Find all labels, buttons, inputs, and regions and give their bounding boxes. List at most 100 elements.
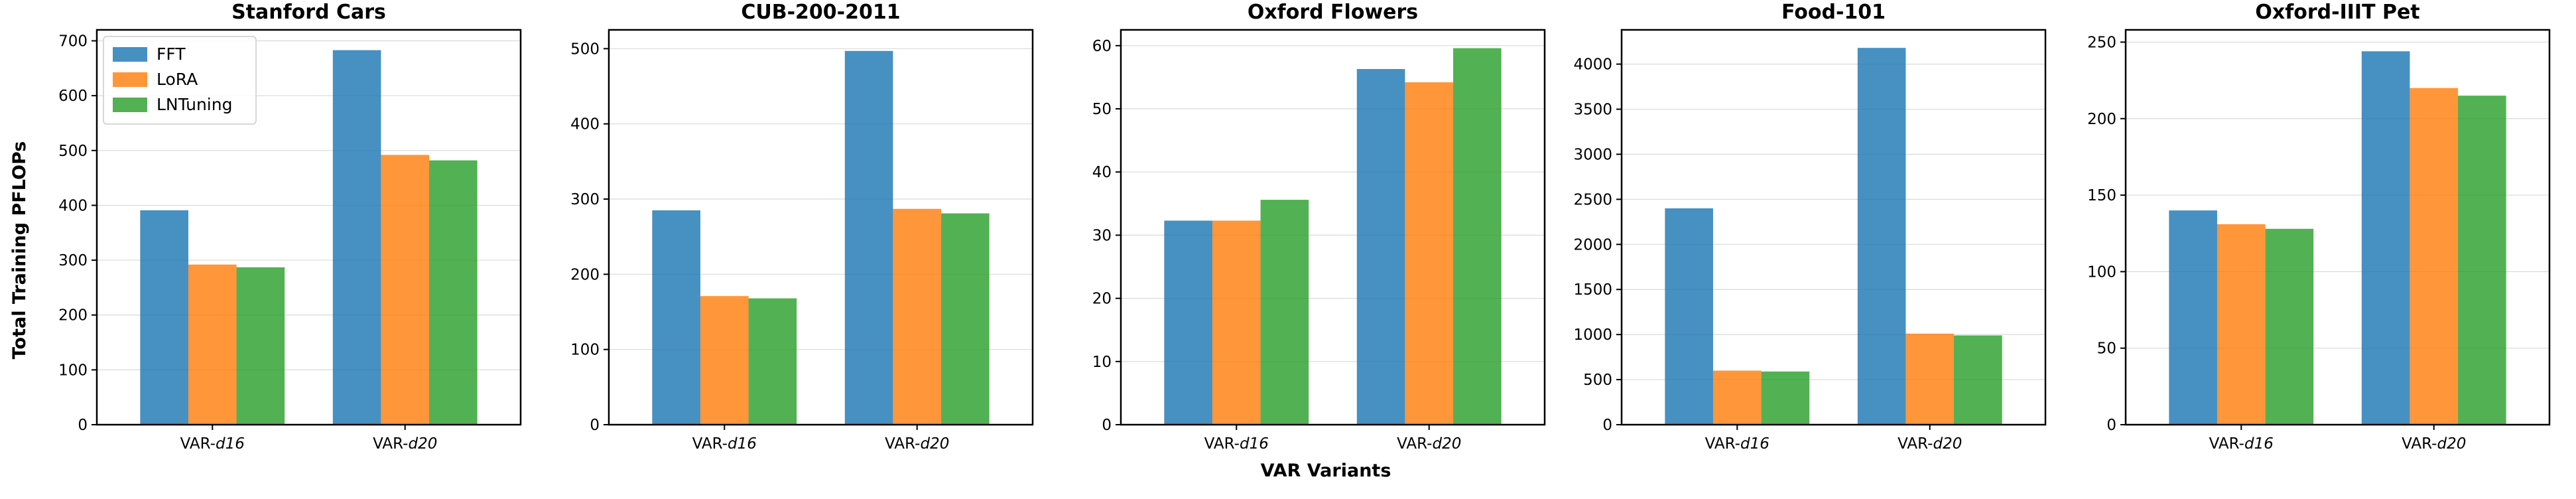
bar-lntuning-var-d16 xyxy=(748,298,797,425)
y-tick-label: 2000 xyxy=(1573,236,1612,253)
y-tick-label: 200 xyxy=(2087,111,2116,128)
y-tick-label: 40 xyxy=(1092,164,1112,181)
bar-lora-var-d20 xyxy=(893,208,942,425)
x-tick-label: VAR-d16 xyxy=(180,435,245,453)
legend-swatch-fft xyxy=(113,47,147,62)
legend-swatch-lntuning xyxy=(113,98,147,112)
legend: FFT LoRA LNTuning xyxy=(103,36,257,125)
chart-panel-cub-200-2011: 0 100 200 300 400 500 VAR-d16 VAR-d20 CUB-200-20… xyxy=(570,1,1034,453)
bar-lntuning-var-d16 xyxy=(1260,200,1309,425)
x-tick-label: VAR-d16 xyxy=(1204,435,1269,453)
y-tick-label: 50 xyxy=(1092,101,1112,118)
bar-fft-var-d20 xyxy=(844,50,893,425)
plot-frame xyxy=(1120,29,1546,426)
y-tick-label: 0 xyxy=(78,417,88,434)
bar-lntuning-var-d20 xyxy=(1453,48,1502,425)
y-tick-label: 500 xyxy=(1583,372,1612,389)
bar-fft-var-d16 xyxy=(1665,208,1713,425)
y-tick-label: 0 xyxy=(2106,417,2116,434)
y-tick-label: 500 xyxy=(570,40,600,58)
x-tick-label: VAR-d20 xyxy=(1898,435,1962,453)
x-tick-label: VAR-d16 xyxy=(692,435,757,453)
chart-panel-oxford-iiit-pet: 0 50 100 150 200 250 VAR-d16 VAR-d20 Oxford-IIIT… xyxy=(2087,1,2551,453)
bar-lntuning-var-d20 xyxy=(1954,335,2002,425)
bar-lora-var-d20 xyxy=(381,155,430,425)
plot-frame xyxy=(2124,29,2551,426)
y-tick-label: 200 xyxy=(58,307,88,324)
bar-lora-var-d16 xyxy=(188,264,237,425)
legend-label-lntuning: LNTuning xyxy=(157,95,232,114)
y-tick-label: 200 xyxy=(570,266,600,283)
y-tick-label: 250 xyxy=(2087,34,2116,51)
plot-frame xyxy=(96,29,522,426)
plot-frame xyxy=(1620,29,2047,426)
x-tick-label: VAR-d20 xyxy=(373,435,437,453)
chart-panel-food-101: 0 500 1000 1500 2000 2500 3000 3500 4000 VAR-d16 V… xyxy=(1573,1,2047,453)
y-tick-label: 60 xyxy=(1092,38,1112,55)
bar-fft-var-d20 xyxy=(2361,51,2410,425)
y-tick-label: 150 xyxy=(2087,187,2116,204)
legend-swatch-lora xyxy=(113,72,147,87)
chart-title: Food-101 xyxy=(1781,1,1886,24)
x-tick-label: VAR-d20 xyxy=(2402,435,2466,453)
bar-lntuning-var-d16 xyxy=(1761,371,1810,425)
y-tick-label: 100 xyxy=(58,362,88,379)
bar-lntuning-var-d16 xyxy=(236,267,285,425)
y-tick-label: 3500 xyxy=(1573,102,1612,119)
legend-label-lora: LoRA xyxy=(157,70,198,89)
y-tick-label: 20 xyxy=(1092,291,1112,308)
y-tick-label: 0 xyxy=(1102,417,1112,434)
figure-y-axis-label: Total Training PFLOPs xyxy=(9,141,30,360)
bar-lora-var-d16 xyxy=(2217,224,2266,425)
x-tick-label: VAR-d16 xyxy=(1705,435,1770,453)
bar-lora-var-d20 xyxy=(1905,333,1955,425)
y-tick-label: 0 xyxy=(590,417,600,434)
figure-x-axis-label: VAR Variants xyxy=(1261,461,1391,481)
y-tick-label: 400 xyxy=(570,116,600,133)
y-tick-label: 100 xyxy=(2087,263,2116,281)
x-tick-label: VAR-d20 xyxy=(885,435,949,453)
y-tick-label: 10 xyxy=(1092,354,1112,371)
bar-lntuning-var-d16 xyxy=(2265,228,2314,425)
chart-panel-stanford-cars: 0 100 200 300 400 500 600 700 VAR-d16 VAR-d20 Stan… xyxy=(58,1,522,453)
y-tick-label: 4000 xyxy=(1573,56,1612,74)
x-tick-label: VAR-d16 xyxy=(2209,435,2274,453)
y-tick-label: 50 xyxy=(2097,340,2116,358)
bar-lntuning-var-d20 xyxy=(2458,96,2506,425)
bar-fft-var-d16 xyxy=(1164,220,1212,425)
y-tick-label: 1000 xyxy=(1573,326,1612,344)
x-tick-label: VAR-d20 xyxy=(1397,435,1461,453)
y-tick-label: 100 xyxy=(570,342,600,359)
chart-panel-oxford-flowers: 0 10 20 30 40 50 60 VAR-d16 VAR-d20 Oxford Flower… xyxy=(1092,1,1546,453)
y-tick-label: 2500 xyxy=(1573,191,1612,208)
plot-frame xyxy=(608,29,1034,426)
y-tick-label: 300 xyxy=(570,191,600,208)
y-tick-label: 700 xyxy=(58,33,88,50)
bar-fft-var-d16 xyxy=(140,210,188,425)
y-tick-label: 0 xyxy=(1602,417,1612,434)
bar-fft-var-d20 xyxy=(1356,69,1405,425)
y-tick-label: 1500 xyxy=(1573,281,1612,299)
bar-fft-var-d20 xyxy=(332,50,381,425)
y-tick-label: 300 xyxy=(58,252,88,269)
y-tick-label: 3000 xyxy=(1573,146,1612,163)
y-tick-label: 400 xyxy=(58,197,88,214)
bar-lora-var-d16 xyxy=(1212,220,1261,425)
chart-title: Oxford Flowers xyxy=(1248,1,1418,24)
bar-fft-var-d16 xyxy=(2169,210,2217,425)
y-tick-label: 500 xyxy=(58,143,88,160)
chart-title: CUB-200-2011 xyxy=(741,1,900,24)
bar-fft-var-d20 xyxy=(1857,48,1906,425)
bar-lora-var-d20 xyxy=(1405,82,1454,425)
y-tick-label: 600 xyxy=(58,88,88,105)
chart-title: Stanford Cars xyxy=(231,1,386,24)
bar-lora-var-d16 xyxy=(1712,370,1762,425)
bar-lora-var-d16 xyxy=(700,296,749,425)
bar-fft-var-d16 xyxy=(652,210,700,425)
bar-lntuning-var-d20 xyxy=(941,213,990,425)
bar-lntuning-var-d20 xyxy=(429,160,478,425)
chart-title: Oxford-IIIT Pet xyxy=(2255,1,2419,24)
y-tick-label: 30 xyxy=(1092,227,1112,244)
